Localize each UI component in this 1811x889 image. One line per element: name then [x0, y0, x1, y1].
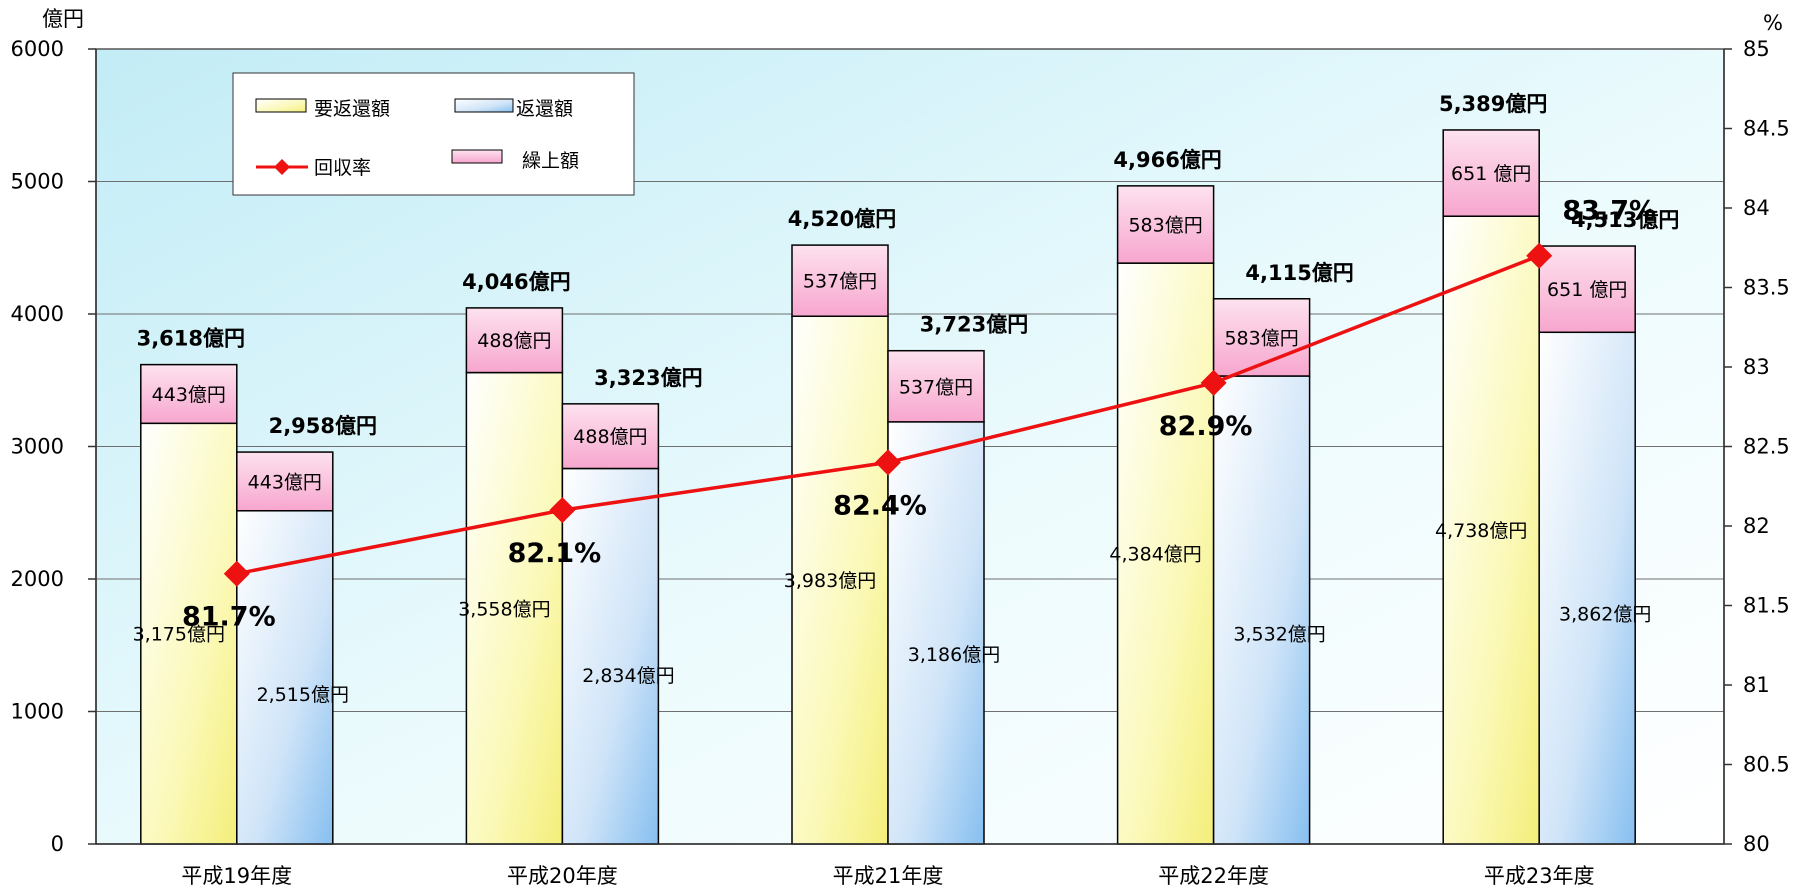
required-amount-bar — [1116, 262, 1215, 845]
right-tick-label: 82 — [1743, 514, 1770, 538]
returned-base-label: 3,186億円 — [908, 644, 1000, 666]
returned-prepaid-label: 443億円 — [248, 471, 322, 493]
rate-label: 82.1% — [508, 538, 602, 569]
rate-marker — [223, 560, 250, 587]
left-tick-label: 1000 — [11, 700, 64, 724]
returned-total-label: 2,958億円 — [269, 414, 377, 438]
legend-label-required: 要返還額 — [314, 98, 390, 120]
right-axis-unit: % — [1763, 11, 1783, 35]
left-tick-label: 2000 — [11, 567, 64, 591]
returned-prepaid-label: 651 億円 — [1547, 279, 1627, 301]
required-amount-prepaid-bar — [1442, 129, 1540, 217]
returned-amount-bar — [1212, 375, 1311, 845]
returned-base-label: 3,532億円 — [1233, 623, 1325, 645]
x-tick-label: 平成22年度 — [1158, 864, 1269, 888]
required-amount-prepaid-bar — [1116, 185, 1215, 264]
legend-swatch-rate-marker — [274, 159, 290, 175]
returned-amount-prepaid-bar — [236, 451, 334, 512]
rate-label: 83.7% — [1562, 196, 1656, 227]
returned-total-label: 3,723億円 — [920, 313, 1028, 337]
required-total-label: 4,046億円 — [462, 270, 570, 294]
required-amount-bar — [1442, 215, 1540, 845]
x-tick-label: 平成20年度 — [507, 864, 618, 888]
legend-swatch-prepaid — [451, 149, 503, 164]
required-prepaid-label: 537億円 — [803, 271, 877, 293]
right-tick-label: 80 — [1743, 832, 1770, 856]
returned-amount-prepaid-bar — [887, 349, 985, 423]
legend-label-prepaid: 繰上額 — [522, 150, 579, 172]
rate-label: 82.9% — [1159, 411, 1253, 442]
rate-marker — [549, 497, 576, 524]
returned-base-label: 3,862億円 — [1559, 604, 1651, 626]
bars — [140, 129, 1636, 845]
rate-marker — [875, 449, 901, 476]
required-total-label: 5,389億円 — [1439, 92, 1547, 116]
right-tick-label: 84 — [1743, 196, 1770, 220]
returned-total-label: 4,513億円 — [1571, 208, 1679, 232]
data-labels: 443億円 443億円 3,175億円 2,515億円 3,618億円 2,958億円 48… — [133, 92, 1680, 706]
returned-amount-prepaid-bar — [1538, 245, 1636, 334]
right-tick-label: 83.5 — [1743, 276, 1790, 300]
left-tick-label: 4000 — [11, 302, 64, 326]
right-tick-label: 82.5 — [1743, 435, 1790, 459]
x-tick-label: 平成19年度 — [181, 864, 292, 888]
legend-label-rate: 回収率 — [314, 157, 371, 179]
required-amount-prepaid-bar — [791, 244, 889, 318]
rate-marker — [1526, 242, 1553, 269]
left-axis-unit: 億円 — [42, 7, 84, 31]
legend-swatch-required — [255, 98, 307, 113]
axes: 0 1000 2000 3000 4000 5000 6000 80 80.5 81 81.5 82 8… — [11, 37, 1790, 888]
left-tick-label: 5000 — [11, 170, 64, 194]
required-prepaid-label: 488億円 — [477, 330, 551, 352]
returned-prepaid-label: 583億円 — [1224, 327, 1298, 349]
rate-marker — [1200, 369, 1227, 396]
right-tick-label: 83 — [1743, 355, 1770, 379]
returned-total-label: 4,115億円 — [1245, 261, 1353, 285]
required-prepaid-label: 583億円 — [1128, 214, 1202, 236]
left-tick-label: 6000 — [11, 37, 64, 61]
required-total-label: 4,520億円 — [788, 207, 896, 231]
right-tick-label: 84.5 — [1743, 117, 1790, 141]
required-base-label: 3,558億円 — [458, 598, 550, 620]
required-base-label: 3,983億円 — [784, 570, 876, 592]
required-prepaid-label: 443億円 — [152, 384, 226, 406]
returned-amount-bar — [887, 421, 985, 845]
required-total-label: 4,966億円 — [1113, 148, 1221, 172]
right-tick-label: 81.5 — [1743, 594, 1790, 618]
rate-line — [223, 242, 1553, 587]
required-prepaid-label: 651 億円 — [1451, 163, 1531, 185]
returned-amount-bar — [236, 510, 334, 845]
returned-prepaid-label: 537億円 — [899, 376, 973, 398]
x-tick-label: 平成21年度 — [833, 864, 944, 888]
right-tick-label: 85 — [1743, 37, 1770, 61]
returned-prepaid-label: 488億円 — [573, 426, 647, 448]
right-tick-label: 81 — [1743, 673, 1770, 697]
left-tick-label: 0 — [51, 832, 64, 856]
rate-label: 82.4% — [833, 490, 927, 521]
right-tick-label: 80.5 — [1743, 753, 1790, 777]
legend-label-returned: 返還額 — [516, 98, 573, 120]
legend-box — [232, 72, 635, 196]
rate-label: 81.7% — [182, 602, 276, 633]
required-total-label: 3,618億円 — [137, 327, 245, 351]
left-tick-label: 3000 — [11, 435, 64, 459]
returned-base-label: 2,834億円 — [582, 665, 674, 687]
returned-amount-bar — [561, 467, 660, 845]
required-amount-bar — [791, 315, 889, 845]
returned-amount-prepaid-bar — [561, 403, 660, 470]
required-base-label: 4,384億円 — [1109, 544, 1201, 566]
required-amount-prepaid-bar — [140, 363, 238, 425]
required-amount-prepaid-bar — [465, 307, 564, 374]
legend-swatch-returned — [454, 98, 514, 113]
returned-total-label: 3,323億円 — [594, 366, 702, 390]
x-tick-label: 平成23年度 — [1484, 864, 1595, 888]
legend: 要返還額 返還額 回収率 繰上額 — [232, 72, 635, 196]
returned-base-label: 2,515億円 — [257, 684, 349, 706]
required-base-label: 3,175億円 — [133, 624, 225, 646]
returned-amount-bar — [1538, 331, 1636, 845]
required-base-label: 4,738億円 — [1435, 520, 1527, 542]
